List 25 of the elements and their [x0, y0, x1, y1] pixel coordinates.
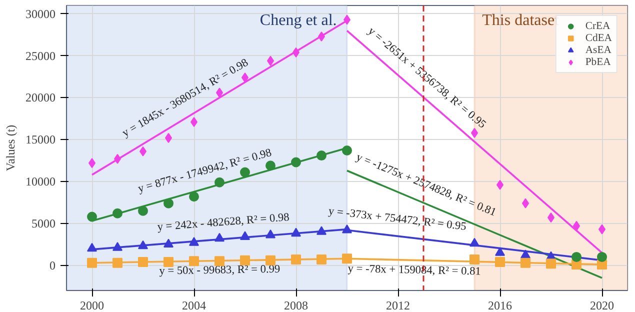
annotation: y = -78x + 159084, R² = 0.81 [348, 262, 481, 278]
y-tick-label: 15000 [26, 132, 56, 147]
x-tick-label: 2004 [182, 298, 206, 312]
y-tick-label: 25000 [26, 48, 56, 63]
annotation: y = 877x - 1749942, R² = 0.98 [136, 146, 274, 196]
y-tick-label: 5000 [32, 216, 56, 230]
x-tick-label: 2020 [590, 298, 614, 312]
y-tick-label: 10000 [26, 174, 56, 189]
annotation: y = 242x - 482628, R² = 0.98 [156, 211, 290, 234]
y-axis-title: Values (t) [4, 124, 18, 172]
legend-label: CrEA [585, 20, 610, 32]
legend-label: AsEA [585, 44, 612, 56]
legend-label: CdEA [585, 32, 612, 44]
x-tick-label: 2000 [80, 298, 104, 312]
y-tick-label: 0 [50, 258, 56, 272]
x-tick-label: 2008 [284, 298, 308, 312]
y-tick-label: 30000 [26, 6, 56, 21]
annotation: y = 50x - 99683, R² = 0.99 [159, 263, 281, 278]
annotation: y = -373x + 754472, R² = 0.95 [328, 205, 468, 233]
y-tick-label: 20000 [26, 90, 56, 105]
x-tick-label: 2016 [488, 298, 512, 312]
band-label: This dataset [482, 12, 560, 30]
band-label: Cheng et al. [260, 12, 337, 30]
x-tick-label: 2012 [386, 298, 410, 312]
legend-label: PbEA [585, 56, 611, 68]
